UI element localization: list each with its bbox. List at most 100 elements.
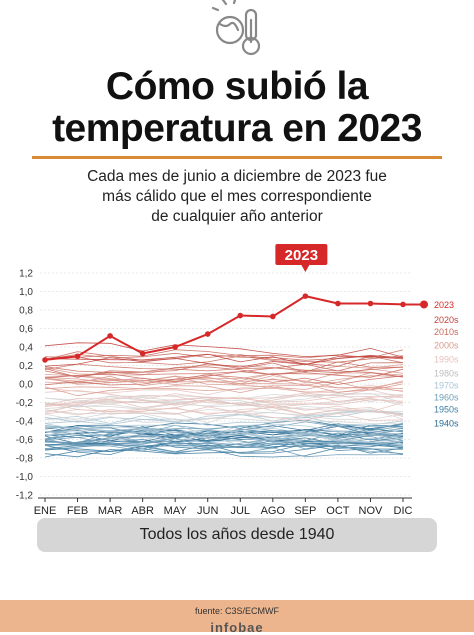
year-line-1970s bbox=[44, 423, 404, 437]
y-tick-label: -0,2 bbox=[16, 398, 34, 409]
title-line-2: temperatura en 2023 bbox=[52, 107, 422, 150]
legend-label: 1980s bbox=[434, 368, 459, 378]
point-2023 bbox=[172, 344, 178, 350]
caption-text: Todos los años desde 1940 bbox=[139, 526, 335, 543]
year-line-1990s bbox=[44, 405, 404, 416]
year-line-2010s bbox=[44, 362, 404, 378]
x-tick-label: JUN bbox=[197, 505, 218, 517]
callout-2023-box bbox=[275, 244, 328, 265]
year-line-2020s bbox=[44, 353, 404, 365]
x-tick-label: ABR bbox=[131, 505, 154, 517]
point-2023 bbox=[270, 313, 276, 320]
x-tick-label: JUL bbox=[230, 505, 250, 517]
y-tick-label: 0,6 bbox=[19, 324, 33, 335]
year-line-1950s bbox=[44, 447, 404, 458]
point-2023 bbox=[204, 331, 211, 337]
legend-label: 1970s bbox=[434, 380, 459, 390]
point-2023 bbox=[74, 353, 81, 360]
legend-label: 1950s bbox=[434, 404, 459, 414]
year-line-1970s bbox=[44, 424, 404, 436]
legend-label: 1990s bbox=[434, 355, 459, 365]
legend-label: 2000s bbox=[434, 341, 459, 351]
temperature-chart: -1,2 -1,0 -0,8 -0,6 -0,4 -0,2 0,0 0,2 0,4 0,6 0,8 1… bbox=[16, 244, 459, 517]
series-line-2023 bbox=[44, 295, 404, 361]
year-line-1960s bbox=[44, 438, 404, 450]
legend-marker-2023 bbox=[420, 300, 428, 309]
y-tick-label: -1,2 bbox=[16, 491, 34, 502]
x-tick-label: AGO bbox=[261, 505, 286, 517]
subtitle-line-2: más cálido que el mes correspondiente bbox=[102, 188, 372, 205]
year-line-1940s bbox=[44, 419, 404, 433]
subtitle-line-1: Cada mes de junio a diciembre de 2023 fu… bbox=[87, 168, 387, 185]
point-2023 bbox=[302, 293, 309, 299]
title-line-1: Cómo subió la bbox=[105, 65, 369, 108]
y-tick-label: 1,0 bbox=[19, 287, 33, 298]
year-line-1980s bbox=[44, 413, 404, 425]
year-line-2000s bbox=[44, 375, 404, 386]
legend-label: 1940s bbox=[434, 418, 459, 428]
x-tick-label: SEP bbox=[294, 505, 316, 517]
year-line-2020s bbox=[44, 342, 404, 358]
legend-label: 2023 bbox=[434, 300, 454, 310]
source-text: fuente: C3S/ECMWF bbox=[194, 606, 280, 616]
year-line-1980s bbox=[44, 405, 404, 420]
legend-label: 1960s bbox=[434, 392, 459, 402]
year-line-2010s bbox=[44, 368, 404, 382]
year-line-1980s bbox=[44, 411, 404, 424]
x-tick-label: MAR bbox=[98, 505, 123, 517]
point-2023 bbox=[42, 357, 48, 363]
callout-2023-pointer bbox=[301, 265, 310, 272]
year-line-1970s bbox=[44, 431, 404, 446]
year-line-2020s bbox=[44, 356, 404, 368]
legend-label: 2020s bbox=[434, 315, 459, 325]
year-line-1960s bbox=[44, 443, 404, 458]
year-line-1980s bbox=[44, 409, 404, 421]
year-line-2000s bbox=[44, 380, 404, 397]
year-line-2010s bbox=[44, 355, 404, 367]
year-line-2000s bbox=[44, 372, 404, 385]
y-tick-label: 0,2 bbox=[19, 361, 33, 372]
x-tick-label: FEB bbox=[67, 505, 88, 517]
year-line-2010s bbox=[44, 352, 404, 363]
point-2023 bbox=[139, 350, 146, 357]
x-tick-label: NOV bbox=[359, 505, 384, 517]
year-line-2010s bbox=[44, 374, 404, 386]
x-tick-label: ENE bbox=[34, 505, 57, 517]
year-line-1990s bbox=[44, 408, 404, 421]
footer-band bbox=[0, 600, 474, 632]
x-tick-label: DIC bbox=[394, 505, 413, 517]
year-line-2010s bbox=[44, 349, 404, 359]
year-line-1980s bbox=[44, 397, 404, 412]
year-line-1940s bbox=[44, 428, 404, 445]
year-line-1970s bbox=[44, 416, 404, 426]
y-tick-label: 0,0 bbox=[19, 380, 33, 391]
y-tick-label: 1,2 bbox=[19, 269, 33, 280]
year-line-1960s bbox=[44, 421, 404, 434]
year-line-1960s bbox=[44, 436, 404, 447]
y-tick-label: 0,8 bbox=[19, 306, 33, 317]
y-tick-label: -0,8 bbox=[16, 454, 34, 465]
legend-label: 2010s bbox=[434, 327, 459, 337]
title-divider bbox=[32, 156, 442, 159]
point-2023 bbox=[237, 312, 244, 319]
subtitle: Cada mes de junio a diciembre de 2023 fu… bbox=[40, 167, 434, 227]
year-line-1990s bbox=[44, 403, 404, 417]
year-line-2000s bbox=[44, 381, 404, 394]
x-tick-label: OCT bbox=[326, 505, 350, 517]
year-line-2010s bbox=[44, 363, 404, 378]
year-line-1990s bbox=[44, 398, 404, 412]
year-line-2010s bbox=[44, 366, 404, 378]
subtitle-line-3: de cualquier año anterior bbox=[151, 208, 323, 225]
page-title: Cómo subió la temperatura en 2023 bbox=[0, 66, 474, 150]
year-line-1990s bbox=[44, 396, 404, 408]
point-2023 bbox=[367, 300, 374, 307]
y-tick-label: -0,4 bbox=[16, 417, 34, 428]
year-line-2000s bbox=[44, 372, 404, 384]
year-line-1990s bbox=[44, 384, 404, 396]
year-line-1970s bbox=[44, 410, 404, 424]
point-2023 bbox=[335, 300, 341, 307]
year-line-1980s bbox=[44, 392, 404, 407]
x-tick-label: MAY bbox=[164, 505, 188, 517]
caption-box: Todos los años desde 1940 bbox=[37, 518, 437, 552]
callout-2023-label: 2023 bbox=[285, 247, 318, 264]
